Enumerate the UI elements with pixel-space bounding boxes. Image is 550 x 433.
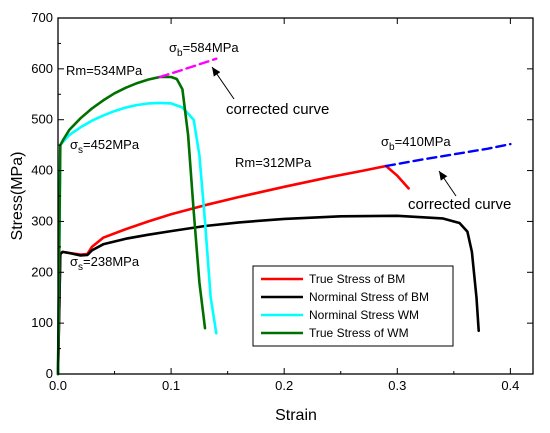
legend-entries: True Stress of BM Norminal Stress of BM No…: [261, 272, 429, 340]
series-line-norminal-stress-of-bm: [56, 214, 481, 376]
x-axis-title: Strain: [275, 407, 317, 424]
sigma-subscript: s: [78, 145, 83, 156]
rm-wm-label: Rm=534MPa: [66, 63, 143, 78]
sigma-b-wm-label: σb=584MPa: [169, 40, 239, 59]
sigma-b-bm-label: σb=410MPa: [381, 134, 451, 153]
y-tick-label: 300: [31, 213, 53, 228]
corrected-curve-wm-label: corrected curve: [226, 101, 329, 118]
y-tick-label: 600: [31, 61, 53, 76]
series-line-norminal-stress-wm: [56, 101, 218, 376]
tick-layer: 0.0 0.1 0.2 0.3 0.4 0 100 200 300 400 500 600 700: [31, 10, 533, 393]
x-tick-label: 0.4: [501, 378, 519, 393]
x-tick-label: 0.1: [162, 378, 180, 393]
y-tick-label: 200: [31, 264, 53, 279]
x-tick-label: 0.3: [388, 378, 406, 393]
corrected-curve-bm-label: corrected curve: [408, 196, 511, 213]
sigma-symbol: σ: [381, 134, 389, 149]
arrow-corrected-wm: [211, 66, 235, 100]
sigma-subscript: s: [78, 262, 83, 273]
y-tick-label: 100: [31, 315, 53, 330]
sigma-s-bm-label: σs=238MPa: [70, 254, 140, 273]
equals-sign: =: [83, 254, 91, 269]
series-line-true-stress-of-wm: [56, 75, 207, 376]
sigma-symbol: σ: [70, 137, 78, 152]
legend-label-norminal-stress-of-bm: Norminal Stress of BM: [309, 290, 429, 304]
legend-label-norminal-stress-wm: Norminal Stress WM: [309, 308, 419, 322]
sigma-subscript: b: [389, 142, 395, 153]
y-tick-label: 700: [31, 10, 53, 25]
sigma-symbol: σ: [70, 254, 78, 269]
sigma-subscript: b: [177, 48, 183, 59]
rm-bm-label: Rm=312MPa: [235, 155, 312, 170]
legend-label-true-stress-of-bm: True Stress of BM: [309, 272, 405, 286]
legend-label-true-stress-of-wm: True Stress of WM: [309, 326, 409, 340]
x-tick-label: 0.0: [49, 378, 67, 393]
equals-sign: =: [395, 134, 403, 149]
y-tick-label: 500: [31, 112, 53, 127]
equals-sign: =: [183, 40, 191, 55]
series-line-corrected-curve-4: [158, 57, 218, 79]
y-tick-label: 0: [46, 366, 53, 381]
sigma-value: 452MPa: [91, 137, 140, 152]
equals-sign: =: [83, 137, 91, 152]
legend: True Stress of BM Norminal Stress of BM No…: [252, 265, 454, 347]
arrow-corrected-bm: [438, 170, 457, 197]
series-line-corrected-curve-5: [384, 142, 512, 168]
sigma-s-wm-label: σs=452MPa: [70, 137, 140, 156]
sigma-value: 584MPa: [190, 40, 239, 55]
sigma-value: 238MPa: [91, 254, 140, 269]
y-tick-label: 400: [31, 163, 53, 178]
series-layer: [56, 57, 512, 376]
x-tick-label: 0.2: [275, 378, 293, 393]
sigma-symbol: σ: [169, 40, 177, 55]
sigma-value: 410MPa: [402, 134, 451, 149]
y-axis-title: Stress(MPa): [9, 152, 26, 241]
